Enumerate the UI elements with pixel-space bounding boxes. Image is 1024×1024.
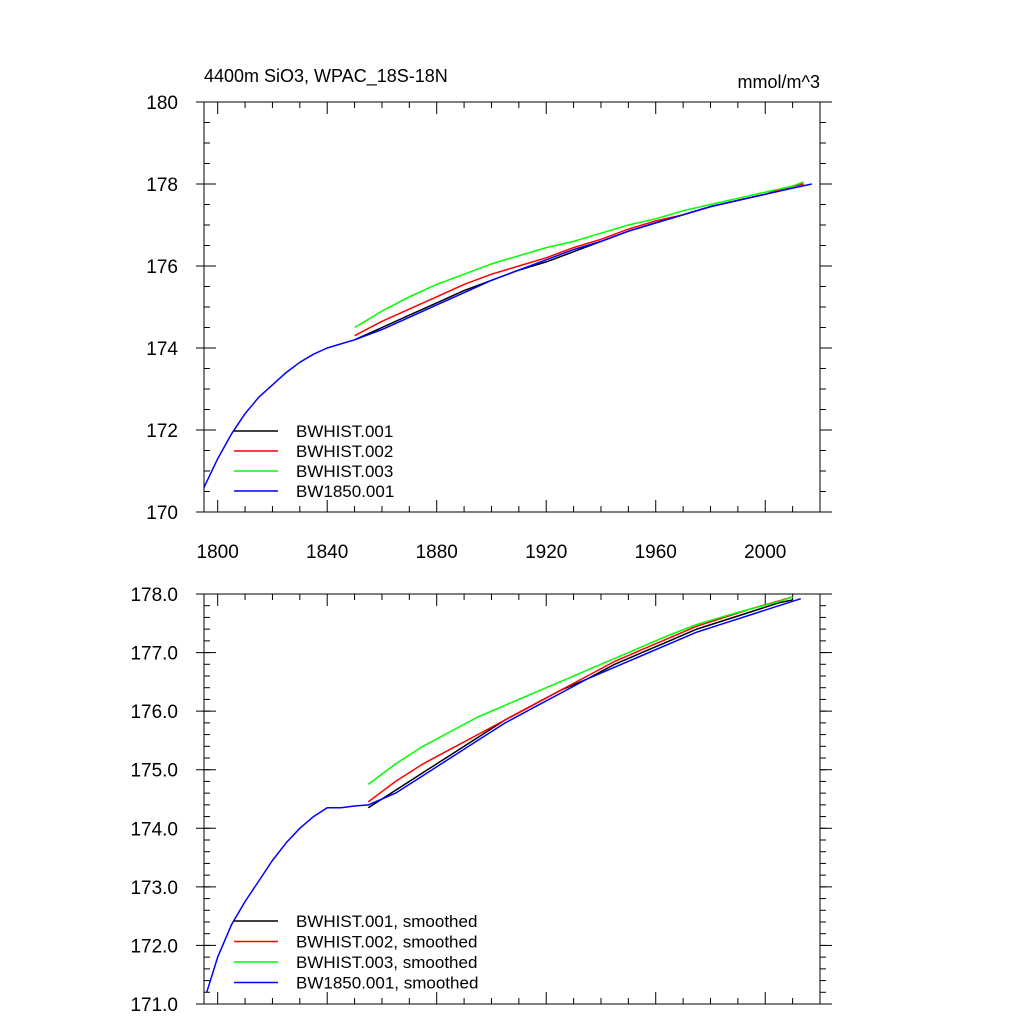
bottom-legend-label-4: BW1850.001, smoothed bbox=[296, 974, 478, 993]
bottom-legend-label-2: BWHIST.002, smoothed bbox=[296, 933, 477, 952]
top-legend-label-4: BW1850.001 bbox=[296, 482, 394, 501]
top-panel-title: 4400m SiO3, WPAC_18S-18N bbox=[204, 66, 448, 87]
top-y-tick-label: 180 bbox=[146, 93, 178, 114]
top-panel-series bbox=[203, 181, 812, 488]
top-x-tick-label: 1920 bbox=[525, 542, 567, 563]
top-legend-label-2: BWHIST.002 bbox=[296, 442, 393, 461]
bottom-y-tick-label: 171.0 bbox=[130, 995, 178, 1016]
bottom-y-tick-label: 177.0 bbox=[130, 644, 178, 665]
top-series-line-4 bbox=[203, 183, 812, 488]
bottom-y-tick-label: 176.0 bbox=[130, 702, 178, 723]
top-legend-label-3: BWHIST.003 bbox=[296, 462, 393, 481]
top-panel-frame bbox=[203, 101, 821, 513]
top-x-tick-label: 1880 bbox=[416, 542, 458, 563]
bottom-series-line-2 bbox=[367, 596, 793, 803]
top-x-tick-label: 1960 bbox=[635, 542, 677, 563]
bottom-panel-frame bbox=[203, 593, 821, 1005]
bottom-series-line-3 bbox=[367, 596, 793, 785]
top-x-tick-label: 2000 bbox=[744, 542, 786, 563]
top-y-tick-label: 170 bbox=[146, 503, 178, 524]
top-panel-units: mmol/m^3 bbox=[738, 72, 820, 92]
bottom-y-tick-label: 174.0 bbox=[130, 819, 178, 840]
top-series-line-2 bbox=[354, 183, 804, 337]
top-y-tick-label: 172 bbox=[146, 421, 178, 442]
top-panel-ticks: 1800 1840 1880 1920 1960 2000 170 172 174 176 178 1… bbox=[146, 93, 832, 563]
top-x-tick-label: 1840 bbox=[306, 542, 348, 563]
top-y-tick-label: 176 bbox=[146, 257, 178, 278]
top-y-tick-label: 178 bbox=[146, 175, 178, 196]
bottom-series-line-4 bbox=[205, 597, 802, 993]
bottom-y-tick-label: 175.0 bbox=[130, 761, 178, 782]
bottom-panel-legend: BWHIST.001, smoothed BWHIST.002, smoothed… bbox=[234, 912, 478, 993]
bottom-y-tick-label: 172.0 bbox=[130, 936, 178, 957]
top-legend-label-1: BWHIST.001 bbox=[296, 422, 393, 441]
bottom-y-tick-label: 178.0 bbox=[130, 585, 178, 606]
top-x-tick-label: 1800 bbox=[197, 542, 239, 563]
bottom-legend-label-1: BWHIST.001, smoothed bbox=[296, 912, 477, 931]
bottom-panel: 171.0 172.0 173.0 174.0 175.0 176.0 177.0 178.0… bbox=[130, 585, 832, 1016]
top-series-line-3 bbox=[354, 181, 804, 329]
bottom-panel-ticks: 171.0 172.0 173.0 174.0 175.0 176.0 177.0 178.0 bbox=[130, 585, 832, 1016]
top-y-tick-label: 174 bbox=[146, 339, 178, 360]
top-panel: 4400m SiO3, WPAC_18S-18N mmol/m^3 1800 18… bbox=[146, 66, 832, 563]
top-series-line-1 bbox=[354, 183, 804, 341]
bottom-y-tick-label: 173.0 bbox=[130, 878, 178, 899]
bottom-panel-series bbox=[205, 596, 802, 993]
bottom-series-line-1 bbox=[367, 599, 793, 809]
bottom-legend-label-3: BWHIST.003, smoothed bbox=[296, 953, 477, 972]
